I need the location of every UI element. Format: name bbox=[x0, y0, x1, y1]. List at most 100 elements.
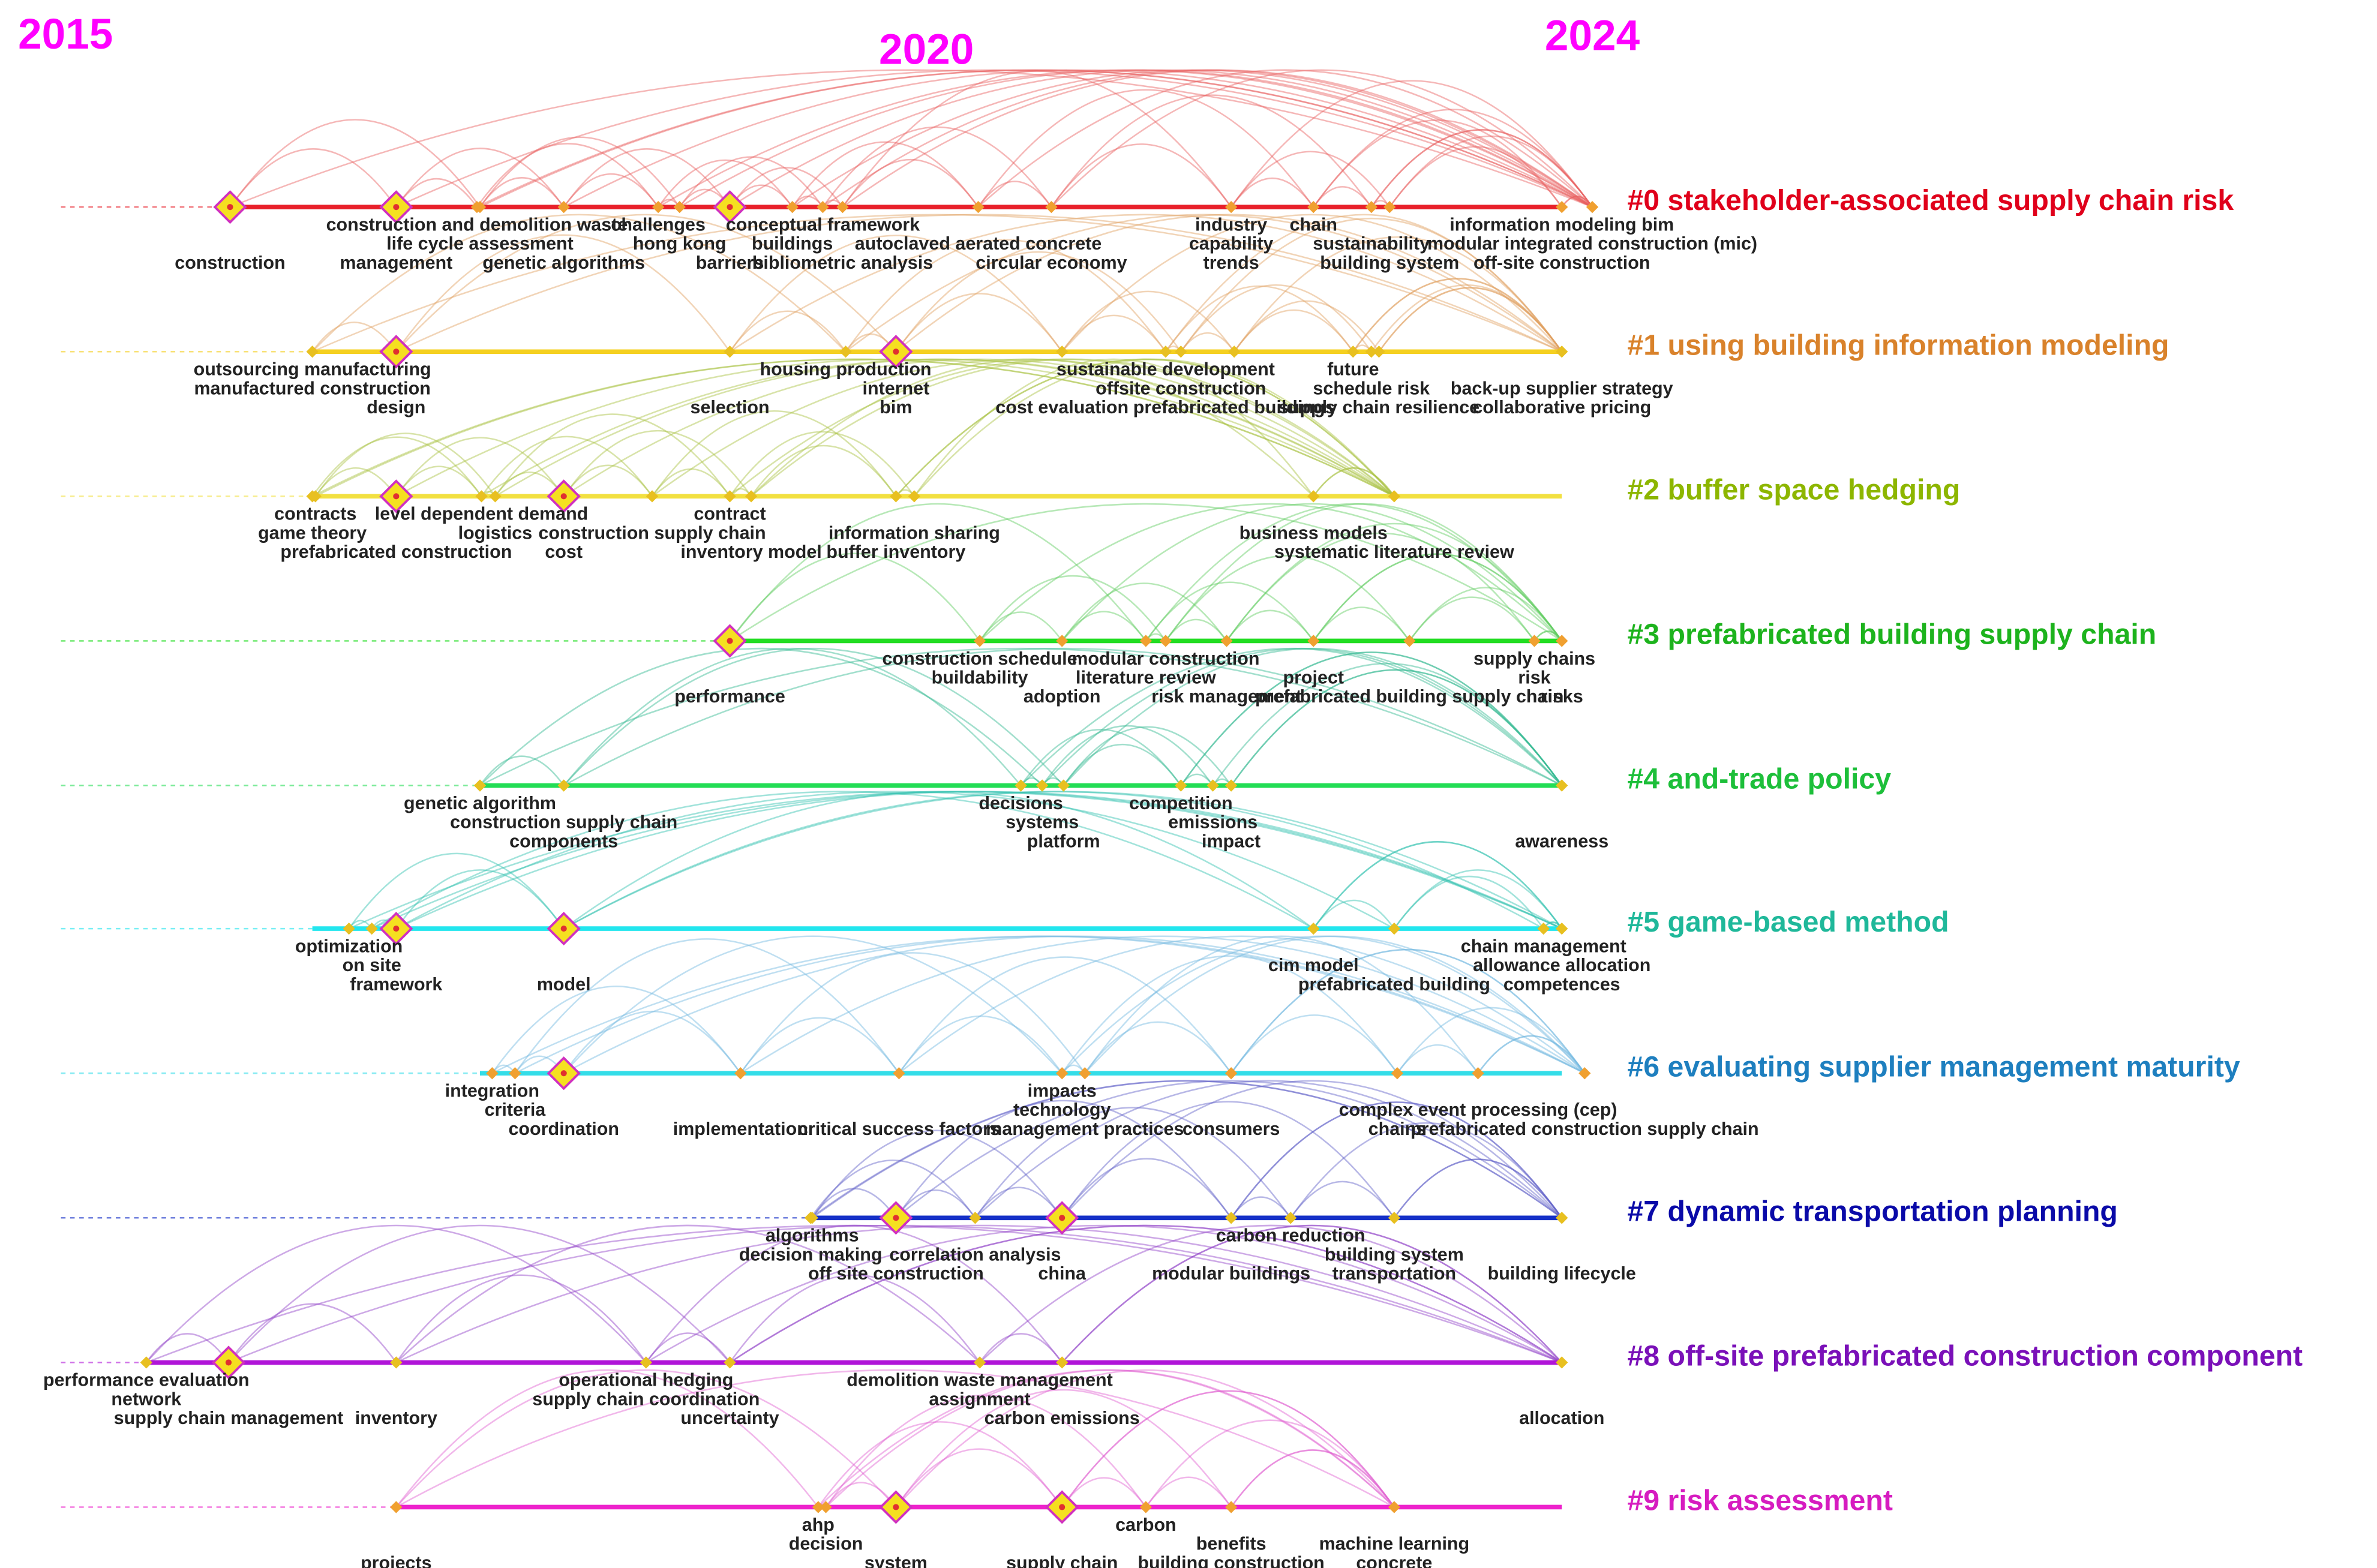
keyword-label: building lifecycle bbox=[1488, 1263, 1636, 1284]
keyword-label: components bbox=[509, 831, 618, 851]
citation-arc bbox=[563, 1011, 742, 1074]
citation-arc bbox=[1212, 662, 1563, 786]
citation-arc bbox=[1063, 726, 1232, 786]
keyword-label: inventory bbox=[355, 1408, 437, 1428]
cluster-row: #6 evaluating supplier management maturi… bbox=[61, 1050, 2240, 1139]
citation-arc bbox=[1180, 651, 1563, 786]
keyword-label: concrete bbox=[1356, 1552, 1432, 1568]
citation-arc bbox=[845, 239, 1166, 352]
keyword-node bbox=[1388, 922, 1401, 935]
citation-arc bbox=[977, 181, 1052, 208]
citation-arc bbox=[395, 1274, 647, 1363]
citation-arc bbox=[729, 358, 1395, 497]
citation-arc bbox=[977, 69, 1593, 208]
citation-arc bbox=[479, 647, 1562, 786]
citation-arc bbox=[1409, 587, 1563, 642]
keyword-node bbox=[509, 1067, 521, 1080]
citation-arc bbox=[395, 234, 731, 352]
keyword-label: decision bbox=[789, 1534, 863, 1554]
citation-arc bbox=[974, 1107, 1292, 1219]
citation-arc bbox=[817, 1369, 1395, 1508]
citation-arc bbox=[679, 156, 824, 208]
node-core bbox=[393, 204, 400, 211]
citation-arc bbox=[395, 148, 565, 208]
keyword-node bbox=[806, 1212, 818, 1224]
keyword-label: management practices bbox=[986, 1119, 1184, 1139]
keyword-node bbox=[1365, 346, 1377, 358]
keyword-label: circular economy bbox=[976, 253, 1127, 273]
citation-arc bbox=[895, 1189, 976, 1219]
citation-arc bbox=[842, 159, 979, 208]
keyword-label: prefabricated building bbox=[1298, 974, 1490, 995]
keyword-label: outsourcing manufacturing bbox=[194, 359, 431, 380]
citation-arc bbox=[1051, 94, 1372, 208]
citation-arc bbox=[1378, 287, 1563, 352]
keyword-node bbox=[306, 346, 319, 358]
citation-arc bbox=[1230, 1196, 1292, 1219]
keyword-label: awareness bbox=[1515, 831, 1608, 851]
citation-arc bbox=[1313, 186, 1372, 208]
keyword-label: risk bbox=[1518, 668, 1550, 688]
citation-arc bbox=[646, 1224, 1562, 1363]
citation-arc bbox=[563, 358, 1395, 497]
citation-arc bbox=[979, 503, 1563, 642]
citation-arc bbox=[1042, 725, 1214, 786]
year-label: 2020 bbox=[879, 26, 974, 74]
keyword-label: chain management bbox=[1461, 936, 1626, 956]
citation-arc bbox=[895, 1448, 1063, 1508]
keyword-label: competences bbox=[1503, 974, 1620, 995]
cluster-label: #0 stakeholder-associated supply chain r… bbox=[1627, 184, 2234, 217]
keyword-label: project bbox=[1283, 668, 1344, 688]
keyword-node bbox=[1224, 1212, 1238, 1224]
citation-arc bbox=[740, 952, 1086, 1074]
citation-arc bbox=[476, 143, 659, 208]
keyword-label: uncertainty bbox=[680, 1408, 779, 1428]
citation-arc bbox=[651, 468, 731, 497]
keyword-label: offsite construction bbox=[1096, 378, 1266, 398]
keyword-label: algorithms bbox=[766, 1225, 859, 1246]
keyword-label: game theory bbox=[258, 522, 367, 543]
keyword-label: systems bbox=[1006, 812, 1079, 833]
node-core bbox=[727, 204, 733, 211]
keyword-label: buildings bbox=[752, 233, 833, 254]
keyword-label: supply chain management bbox=[114, 1408, 344, 1428]
keyword-label: modular integrated construction (mic) bbox=[1427, 233, 1757, 254]
keyword-node bbox=[1556, 1212, 1568, 1224]
keyword-label: coordination bbox=[508, 1119, 619, 1139]
keyword-node bbox=[557, 200, 570, 214]
citation-arc bbox=[729, 235, 1063, 352]
citation-arc bbox=[395, 69, 1593, 208]
citation-arc bbox=[1313, 109, 1593, 208]
citation-arc bbox=[811, 1080, 1562, 1219]
keyword-node bbox=[475, 490, 488, 503]
node-core bbox=[727, 638, 733, 644]
citation-arc bbox=[1061, 1224, 1563, 1363]
citation-arc bbox=[348, 852, 565, 929]
citation-arc bbox=[563, 429, 752, 497]
citation-arc bbox=[645, 1332, 731, 1363]
keyword-label: building construction bbox=[1138, 1552, 1324, 1568]
citation-arc bbox=[740, 1017, 900, 1074]
citation-arc bbox=[898, 956, 1232, 1074]
citation-arc bbox=[563, 935, 1063, 1074]
citation-arc bbox=[1180, 332, 1235, 352]
citation-arc bbox=[1561, 196, 1593, 208]
citation-arc bbox=[1063, 743, 1182, 786]
citation-arc bbox=[1145, 503, 1563, 642]
citation-arc bbox=[1396, 1007, 1586, 1074]
citation-arc bbox=[1290, 1180, 1395, 1219]
citation-arc bbox=[1230, 1449, 1395, 1508]
keyword-label: network bbox=[111, 1389, 181, 1409]
citation-arc bbox=[1313, 841, 1563, 929]
keyword-node bbox=[1586, 200, 1599, 214]
citation-arc bbox=[895, 214, 1563, 353]
keyword-label: impacts bbox=[1028, 1081, 1097, 1101]
keyword-label: allowance allocation bbox=[1473, 955, 1650, 975]
citation-arc bbox=[1180, 218, 1563, 352]
citation-arc bbox=[314, 467, 397, 497]
keyword-label: literature review bbox=[1076, 668, 1216, 688]
citation-arc bbox=[1180, 284, 1372, 352]
keyword-label: construction supply chain bbox=[538, 522, 766, 543]
cluster-row: #8 off-site prefabricated construction c… bbox=[43, 1339, 2303, 1428]
